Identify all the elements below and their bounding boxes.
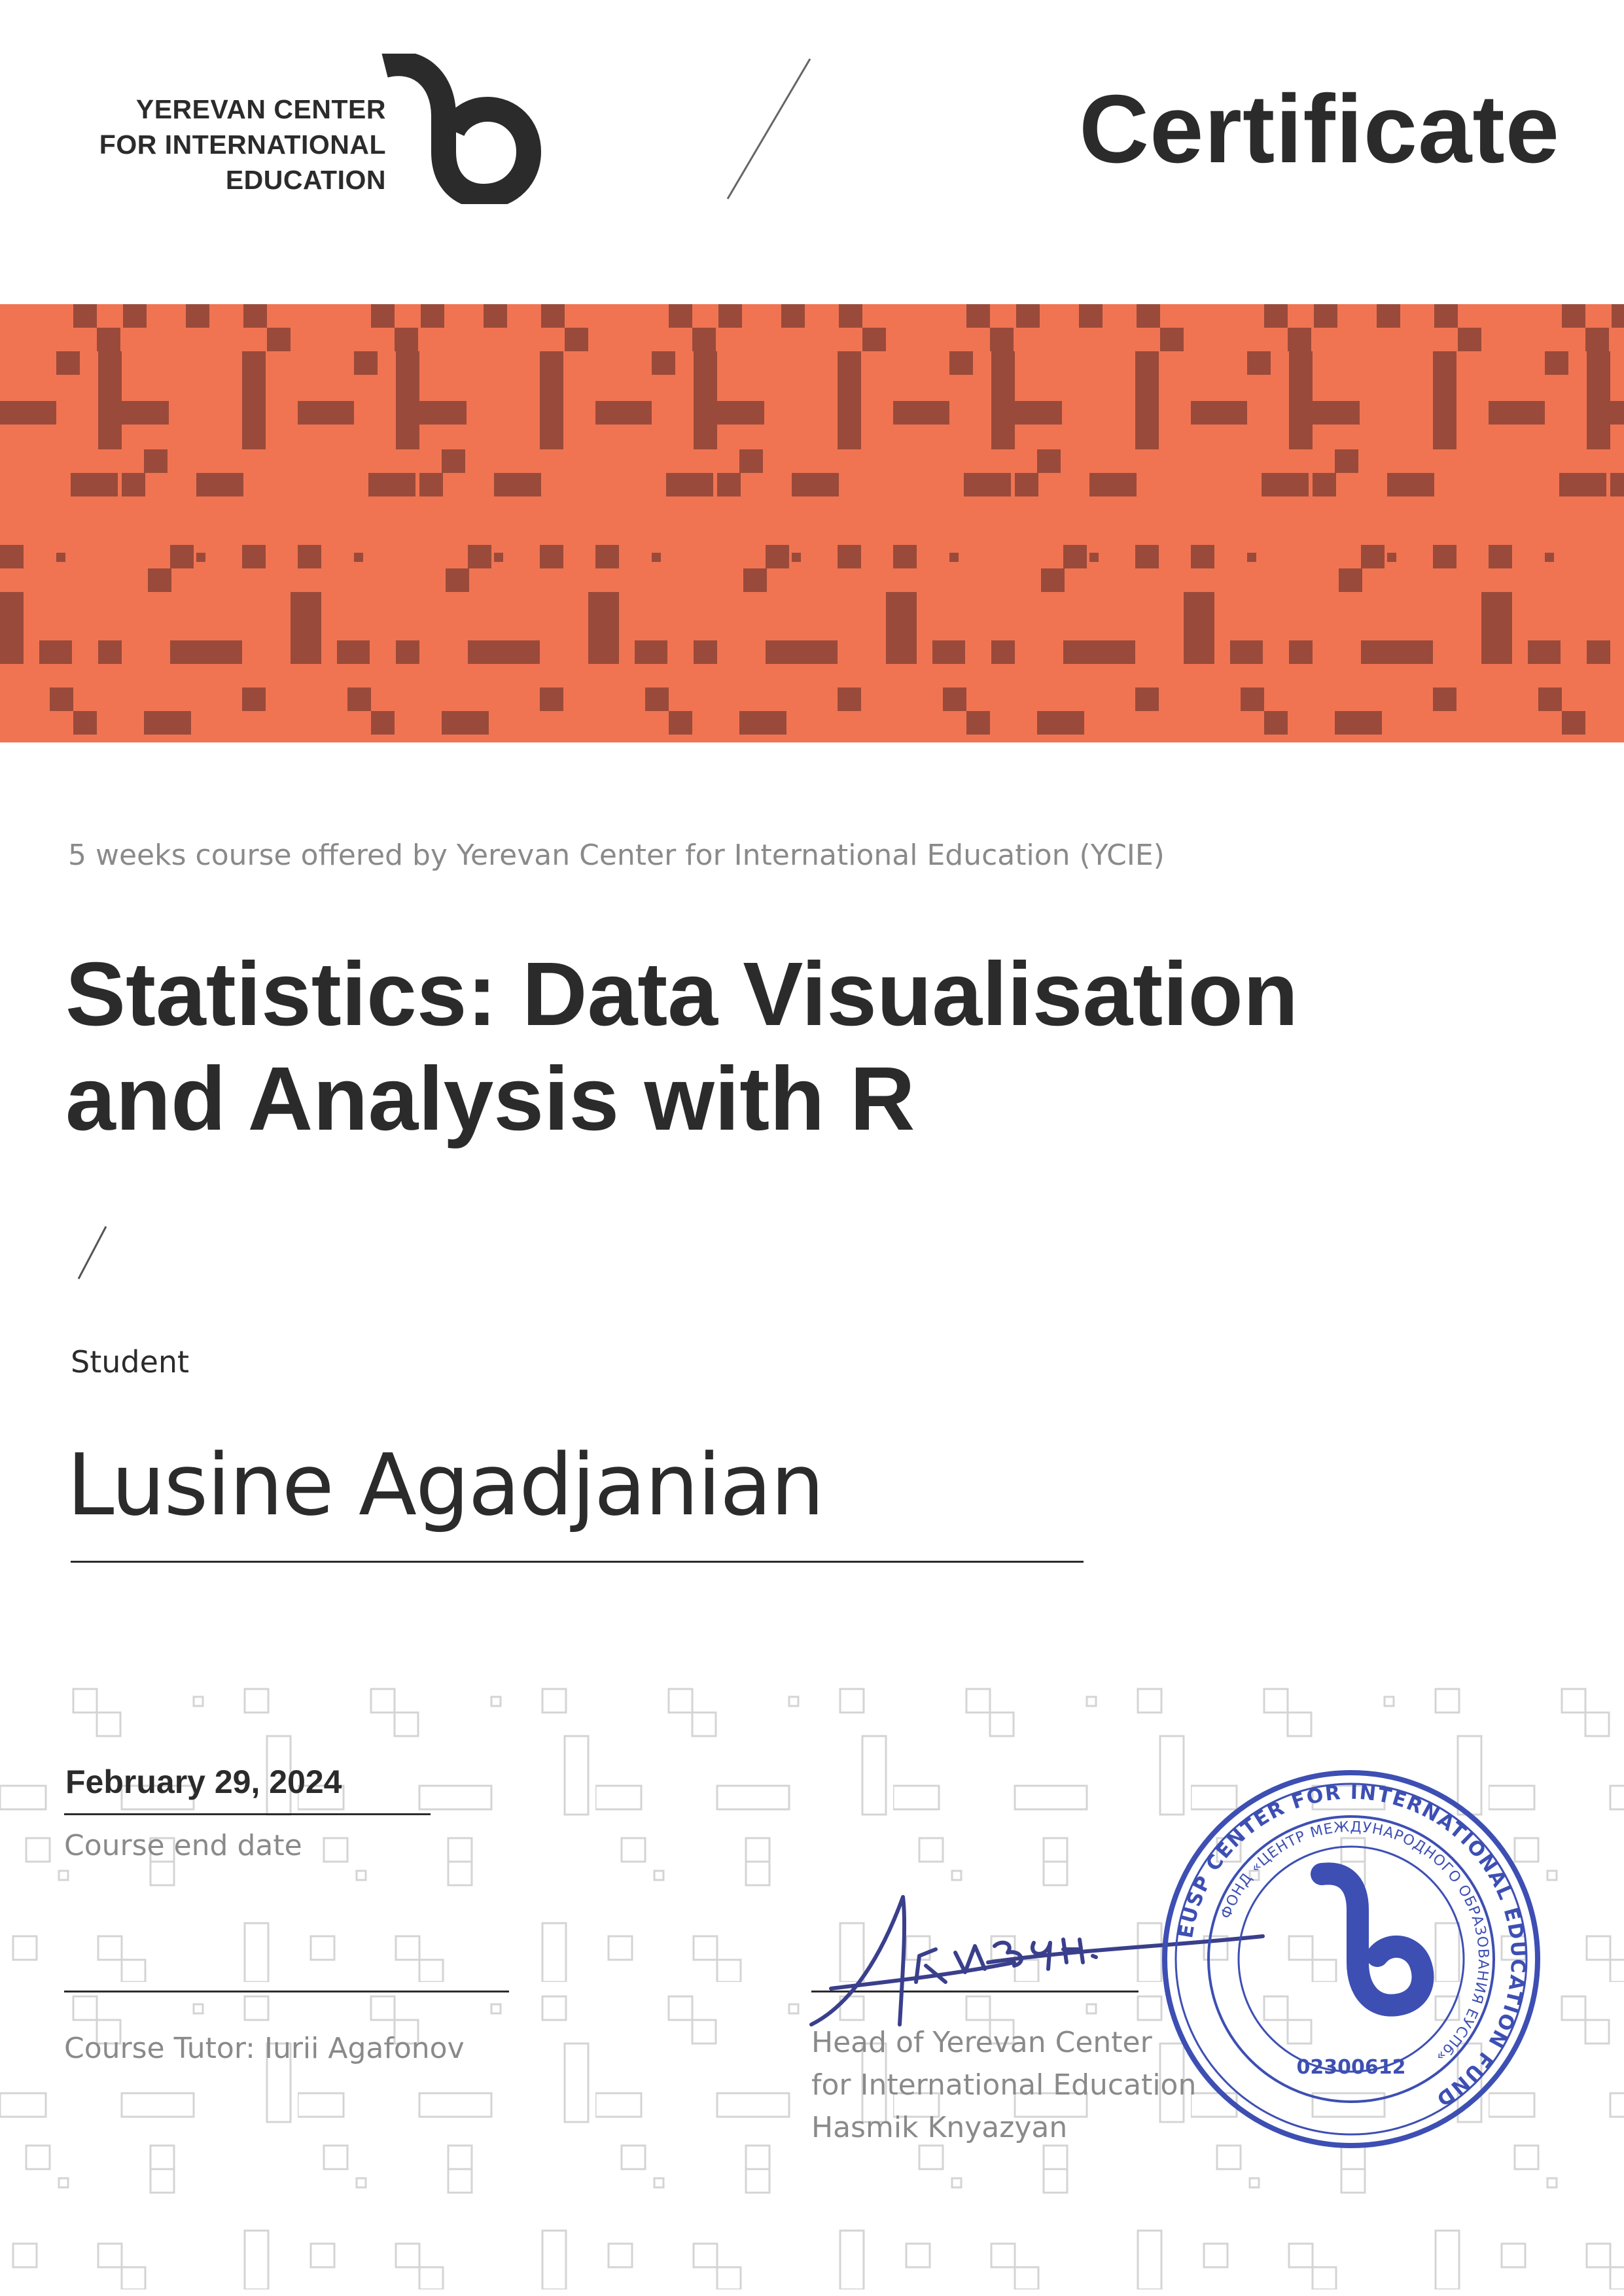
- banner-pattern: [0, 304, 1624, 742]
- course-title-line-1: Statistics: Data Visualisation: [65, 944, 1299, 1045]
- tutor-signature-line: [64, 1991, 509, 1992]
- end-date-underline: [64, 1813, 431, 1815]
- course-end-date: February 29, 2024: [65, 1764, 342, 1800]
- handwritten-signature-icon: [809, 1895, 1265, 2026]
- course-title: Statistics: Data Visualisation and Analy…: [65, 942, 1570, 1151]
- logo-line-3: EDUCATION: [225, 165, 386, 195]
- official-seal-icon: EUSP CENTER FOR INTERNATIONAL EDUCATION …: [1162, 1770, 1540, 2148]
- course-title-line-2: and Analysis with R: [65, 1049, 915, 1149]
- course-end-date-label: Course end date: [64, 1829, 302, 1862]
- certificate-title: Certificate: [1079, 75, 1560, 183]
- student-label: Student: [71, 1344, 190, 1380]
- head-label-line-1: Head of Yerevan Center: [811, 2026, 1152, 2059]
- seal-logo-mark-icon: [1311, 1862, 1434, 2017]
- course-tutor-label: Course Tutor: Iurii Agafonov: [64, 2032, 465, 2065]
- head-signature-line: [811, 1991, 1139, 1992]
- seal-number: 02300612: [1297, 2056, 1406, 2079]
- logo-line-1: YEREVAN CENTER: [135, 94, 386, 124]
- student-name-underline: [71, 1561, 1084, 1563]
- head-label-line-3: Hasmik Knyazyan: [811, 2111, 1068, 2144]
- logo-line-2: FOR INTERNATIONAL: [99, 130, 386, 160]
- decorative-banner: [0, 304, 1624, 742]
- section-divider-slash: [77, 1226, 107, 1279]
- head-label-line-2: for International Education: [811, 2068, 1197, 2102]
- course-offer-text: 5 weeks course offered by Yerevan Center…: [68, 839, 1165, 872]
- logo-wordmark: YEREVAN CENTER FOR INTERNATIONAL EDUCATI…: [65, 92, 386, 198]
- head-of-center-label: Head of Yerevan Center for International…: [811, 2021, 1196, 2149]
- student-name: Lusine Agadjanian: [67, 1435, 824, 1535]
- header-divider-slash: [726, 58, 811, 200]
- ycie-logo-mark-icon: [381, 54, 542, 204]
